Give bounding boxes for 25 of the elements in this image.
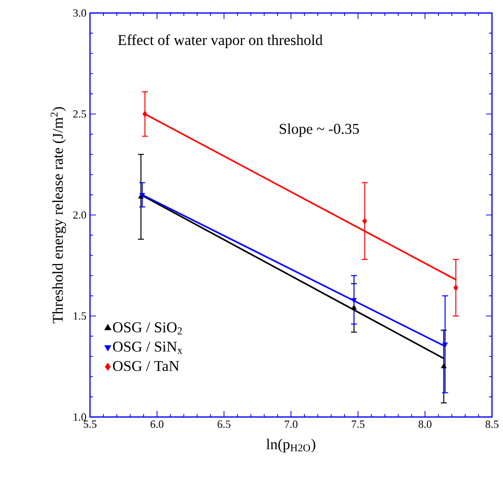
x-tick-label: 6.5 [218, 420, 230, 428]
legend-label: OSG / SiN$_{x}$ [113, 342, 182, 354]
x-tick-label: 5.5 [84, 420, 96, 428]
x-tick-label: 8.5 [486, 420, 498, 428]
x-tick-label: 7.0 [284, 420, 298, 428]
y-tick-label: 1.0 [74, 413, 86, 421]
point [442, 342, 448, 348]
point [440, 363, 447, 368]
y-axis-title: Threshold energy release rate (J/m$^{2}$) [50, 107, 66, 324]
annotation: Effect of water vapor on threshold [118, 34, 323, 48]
x-tick-label: 8.0 [418, 420, 432, 428]
point [453, 284, 458, 291]
y-tick-label: 2.5 [73, 110, 86, 118]
point [362, 218, 368, 224]
y-tick-label: 2.0 [73, 211, 86, 219]
x-axis-title: ln(p$_{H2O}$) [266, 438, 316, 452]
point [142, 110, 148, 118]
x-tick-label: 6.0 [150, 420, 164, 428]
legend-label: OSG / SiO$_{2}$ [113, 322, 182, 334]
annotation: Slope ~ -0.35 [280, 123, 359, 137]
point [351, 304, 357, 310]
y-tick-label: 1.5 [74, 312, 86, 320]
x-tick-label: 7.5 [352, 420, 364, 428]
y-tick-label: 3.0 [73, 9, 86, 17]
legend-label: OSG / TaN [113, 361, 180, 372]
